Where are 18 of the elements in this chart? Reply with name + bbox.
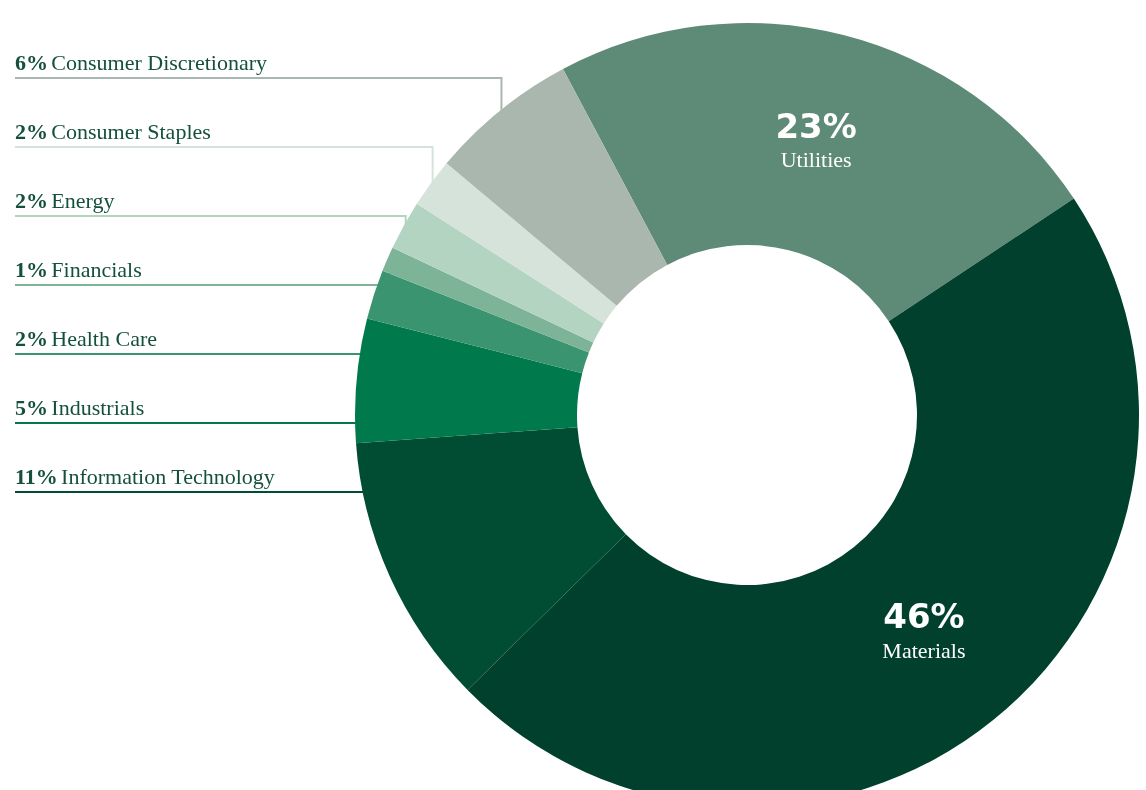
- slice-label: Industrials: [51, 394, 145, 420]
- data-label: 46%: [883, 596, 965, 637]
- slice-label: Consumer Staples: [51, 118, 211, 144]
- data-label: 23%: [775, 105, 857, 146]
- data-label: 1%: [15, 256, 48, 282]
- data-label: 2%: [15, 187, 48, 213]
- slice-label: Financials: [51, 256, 142, 282]
- data-label: 2%: [15, 325, 48, 351]
- slice-label: Health Care: [51, 325, 158, 351]
- slice-label: Consumer Discretionary: [51, 49, 268, 75]
- slice-label: Information Technology: [61, 463, 275, 489]
- slice-label: Energy: [51, 187, 115, 213]
- data-label: 2%: [15, 118, 48, 144]
- slice-label: Materials: [882, 637, 966, 663]
- data-label: 5%: [15, 394, 48, 420]
- data-label: 11%: [15, 463, 58, 489]
- data-label: 6%: [15, 49, 48, 75]
- slice-label: Utilities: [780, 147, 852, 173]
